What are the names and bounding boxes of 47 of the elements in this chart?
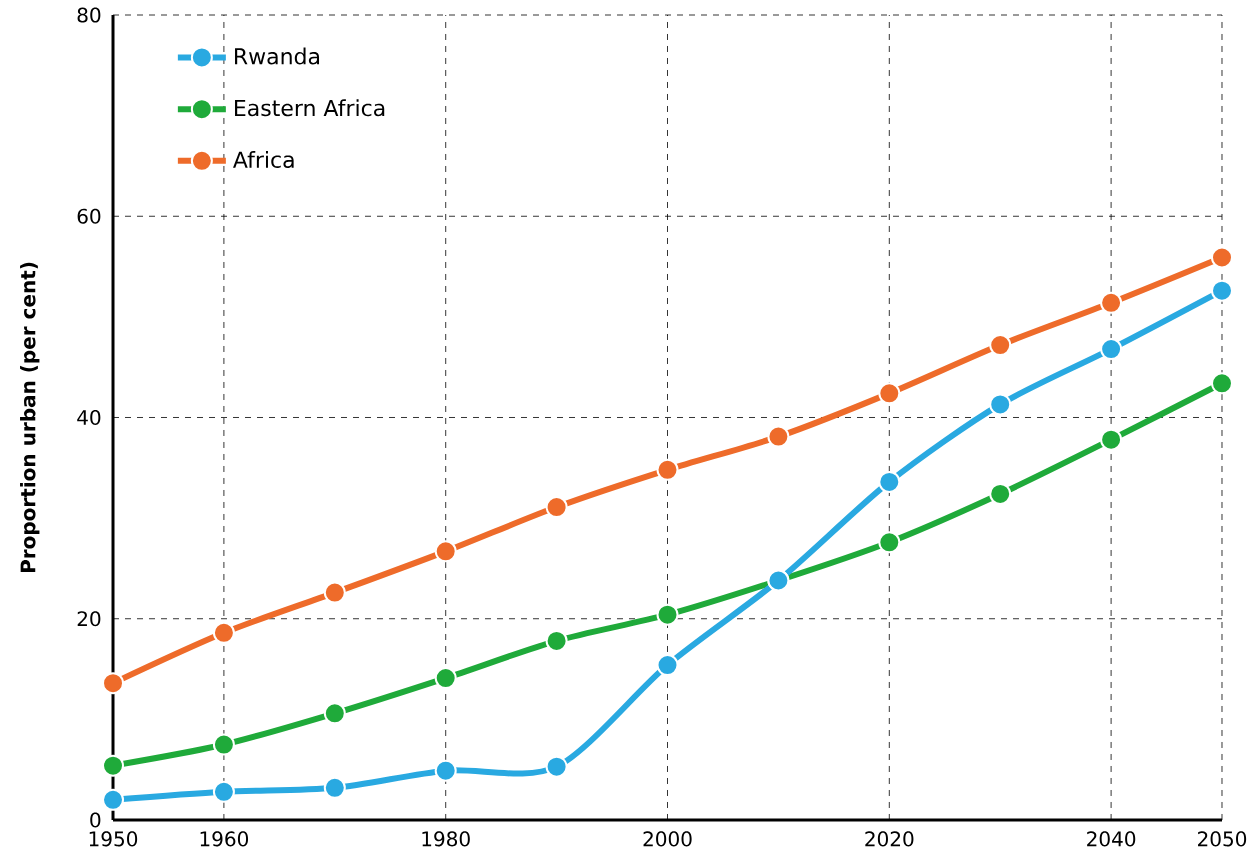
legend-label: Rwanda	[235, 47, 320, 65]
point	[878, 382, 901, 405]
point	[1100, 428, 1123, 451]
point	[1211, 279, 1233, 302]
point	[545, 629, 568, 652]
y-tick-label: 20	[77, 611, 101, 627]
point	[989, 482, 1012, 505]
point	[434, 759, 457, 782]
point	[656, 458, 679, 481]
x-tick-label: 1960	[200, 831, 249, 847]
point	[878, 531, 901, 554]
x-tick-label: 2040	[1087, 831, 1136, 847]
point	[1100, 291, 1123, 314]
x-tick-label: 2050	[1198, 831, 1247, 847]
legend-label: Africa	[233, 150, 294, 169]
x-tick-label: 1980	[422, 831, 470, 847]
x-tick-label: 2000	[643, 831, 692, 847]
point	[434, 667, 457, 690]
point	[434, 540, 457, 563]
point	[878, 470, 901, 493]
y-tick-label: 60	[77, 208, 101, 224]
point	[102, 754, 125, 777]
point	[767, 425, 790, 448]
y-tick-label: 40	[77, 409, 101, 426]
point	[1100, 338, 1123, 361]
point	[323, 581, 346, 604]
point	[323, 702, 346, 725]
y-axis-title: Proportion urban (per cent)	[20, 262, 40, 573]
point	[102, 672, 125, 695]
x-tick-label: 2020	[865, 831, 914, 847]
point	[102, 788, 125, 811]
point	[1211, 372, 1233, 395]
point	[212, 621, 235, 644]
point	[212, 780, 235, 803]
point	[545, 755, 568, 778]
point	[1211, 246, 1233, 269]
point	[656, 603, 679, 626]
point	[545, 496, 568, 519]
point	[212, 733, 235, 756]
point	[989, 393, 1012, 416]
point	[656, 654, 679, 677]
point	[323, 776, 346, 799]
legend-label: Eastern Africa	[235, 99, 385, 117]
point	[989, 334, 1012, 357]
y-tick-label: 0	[90, 812, 101, 828]
x-tick-label: 1950	[89, 831, 138, 847]
y-tick-label: 80	[77, 7, 101, 23]
